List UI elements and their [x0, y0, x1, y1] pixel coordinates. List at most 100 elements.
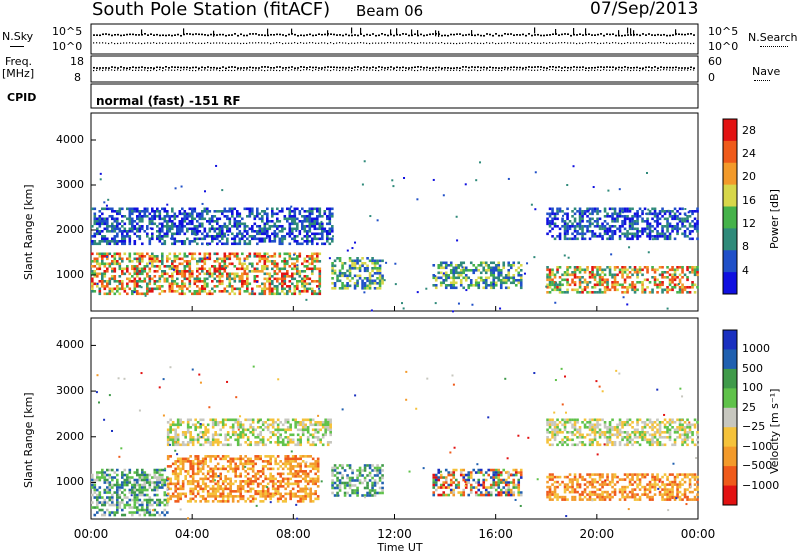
power-cell — [201, 237, 204, 241]
velocity-cell — [254, 490, 257, 493]
noise-sky-point — [504, 33, 506, 35]
velocity-cell — [191, 438, 195, 442]
power-cell — [171, 265, 174, 268]
power-cell — [158, 260, 162, 263]
velocity-cell — [189, 500, 192, 503]
velocity-cell — [249, 495, 252, 498]
velocity-cell — [166, 443, 170, 447]
power-cell — [633, 288, 637, 292]
velocity-cell — [314, 480, 317, 483]
velocity-cell — [126, 496, 129, 499]
power-cell — [256, 237, 259, 241]
velocity-cell — [118, 483, 122, 487]
velocity-cell — [136, 511, 139, 514]
power-cell — [509, 276, 513, 280]
power-cell — [126, 282, 129, 286]
velocity-cell — [171, 421, 175, 424]
power-cell — [598, 210, 602, 213]
power-cell — [216, 232, 219, 236]
power-cell — [241, 217, 244, 221]
velocity-cell — [121, 491, 124, 494]
noise-sky-point — [519, 34, 521, 36]
velocity-cell — [251, 431, 255, 434]
power-cell — [586, 210, 589, 213]
power-cell — [316, 227, 319, 231]
noise-search-point — [363, 42, 365, 44]
power-cell — [661, 276, 664, 279]
velocity-cell — [286, 462, 290, 466]
power-cell — [608, 215, 612, 218]
velocity-cell — [199, 426, 202, 429]
velocity-cell — [306, 465, 310, 468]
power-cell — [108, 265, 112, 268]
velocity-cell — [108, 488, 112, 492]
power-cell — [658, 286, 662, 289]
velocity-cell — [221, 490, 225, 493]
power-cell — [571, 271, 574, 274]
power-cell — [271, 210, 274, 213]
power-cell — [208, 220, 212, 223]
velocity-cell — [229, 426, 232, 429]
power-cell — [288, 280, 292, 283]
power-cell — [256, 207, 259, 211]
noise-search-point — [552, 42, 554, 44]
power-cell — [253, 267, 257, 271]
power-cell — [136, 215, 139, 218]
power-cell — [216, 267, 219, 271]
velocity-cell — [211, 485, 215, 488]
power-cell — [646, 212, 649, 216]
velocity-cell — [204, 487, 207, 491]
power-cell — [643, 288, 647, 292]
power-cell — [226, 257, 229, 261]
power-cell — [558, 266, 562, 269]
noise-sky-point — [105, 33, 107, 35]
noise-sky-point — [252, 33, 254, 35]
power-cell — [228, 207, 232, 211]
power-cell — [303, 260, 307, 263]
power-cell — [251, 270, 254, 273]
velocity-cell — [221, 480, 225, 483]
velocity-cell — [121, 508, 124, 512]
power-cell — [566, 222, 569, 226]
noise-sky-point — [654, 34, 656, 37]
freq-point — [285, 67, 287, 69]
power-cell — [108, 215, 112, 218]
power-cell — [266, 277, 269, 281]
power-cell — [489, 274, 493, 277]
power-cell — [208, 290, 212, 293]
power-cell — [452, 286, 456, 290]
power-cell — [641, 210, 644, 213]
nave-point — [426, 69, 428, 71]
power-cell — [691, 266, 694, 269]
power-cell — [583, 225, 587, 228]
power-cell — [593, 232, 597, 236]
power-cell — [519, 286, 523, 290]
power-cell — [353, 259, 357, 263]
velocity-cell — [169, 436, 172, 439]
power-cell — [146, 235, 149, 238]
velocity-cell — [156, 476, 159, 479]
freq-point — [630, 67, 632, 69]
velocity-cell — [306, 475, 310, 478]
power-cell — [238, 277, 242, 281]
power-cell — [566, 288, 569, 292]
power-cell — [213, 265, 217, 268]
velocity-cell — [136, 501, 139, 504]
power-cell — [138, 235, 142, 238]
noise-search-point — [222, 42, 224, 44]
noise-search-point — [321, 42, 323, 44]
power-cell — [296, 260, 299, 263]
power-cell — [148, 262, 151, 265]
power-cell — [606, 286, 609, 289]
power-cell — [273, 235, 277, 238]
velocity-cell — [101, 501, 104, 504]
velocity-cell — [189, 418, 192, 422]
power-cell — [591, 217, 594, 221]
power-cell — [263, 230, 267, 233]
power-cell — [181, 270, 184, 273]
power-cell — [151, 277, 154, 281]
power-cell — [578, 278, 582, 282]
power-cell — [136, 227, 139, 231]
power-cell — [479, 261, 483, 265]
velocity-cell — [211, 470, 215, 473]
